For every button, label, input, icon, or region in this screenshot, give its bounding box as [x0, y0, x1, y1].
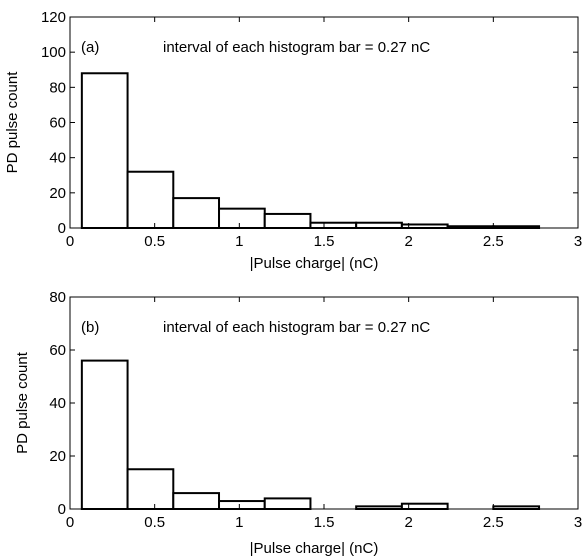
x-tick-label: 1	[235, 514, 243, 531]
histogram-bar	[400, 502, 449, 511]
bin-interval-annotation: interval of each histogram bar = 0.27 nC	[163, 39, 430, 56]
x-tick-label: 1.5	[314, 233, 335, 250]
y-tick-label: 60	[49, 342, 66, 359]
x-tick-label: 2	[404, 233, 412, 250]
histogram-bar	[172, 492, 221, 511]
y-tick-label: 40	[49, 150, 66, 167]
histogram-bar	[263, 497, 312, 510]
y-tick-label: 80	[49, 79, 66, 96]
y-tick-label: 20	[49, 185, 66, 202]
bin-interval-annotation: interval of each histogram bar = 0.27 nC	[163, 319, 430, 336]
y-tick-label: 0	[58, 220, 66, 237]
x-tick-label: 2.5	[483, 233, 504, 250]
histogram-bar	[355, 505, 403, 511]
histogram-bar	[80, 72, 129, 230]
histogram-bar	[355, 221, 403, 230]
panel-label: (b)	[81, 319, 99, 336]
x-tick-label: 2.5	[483, 514, 504, 531]
histogram-bar	[126, 170, 175, 230]
histogram-bar	[172, 197, 221, 230]
x-tick-label: 2	[404, 514, 412, 531]
y-tick-label: 40	[49, 395, 66, 412]
x-tick-label: 0	[66, 233, 74, 250]
y-axis-label: PD pulse count	[14, 351, 31, 454]
panel-b: 0 0.5 1 1.5 2 2.5 3 0 20 40 60 80 |Pulse charge| (nC…	[14, 289, 582, 557]
x-tick-label: 1.5	[314, 514, 335, 531]
y-tick-label: 100	[41, 44, 66, 61]
y-tick-label: 120	[41, 9, 66, 26]
panel-label: (a)	[81, 39, 99, 56]
x-axis-label: |Pulse charge| (nC)	[250, 540, 379, 557]
x-tick-label: 1	[235, 233, 243, 250]
x-tick-label: 0	[66, 514, 74, 531]
histogram-bar	[218, 207, 266, 230]
histogram-bar	[126, 468, 175, 510]
histogram-bar	[263, 212, 312, 230]
y-axis-label: PD pulse count	[4, 71, 21, 174]
x-tick-label: 3	[574, 233, 582, 250]
y-tick-label: 20	[49, 448, 66, 465]
x-axis-label: |Pulse charge| (nC)	[250, 255, 379, 272]
histogram-bar	[492, 225, 541, 230]
panel-a: 0 0.5 1 1.5 2 2.5 3 0 20 40 60 80 100 120 |Pulse charg…	[4, 9, 582, 272]
histogram-bar	[80, 359, 129, 510]
histogram-bar	[492, 505, 541, 511]
y-tick-label: 0	[58, 501, 66, 518]
x-tick-label: 0.5	[144, 233, 165, 250]
histogram-bar	[309, 221, 358, 230]
x-tick-label: 3	[574, 514, 582, 531]
y-tick-label: 80	[49, 289, 66, 306]
y-tick-label: 60	[49, 115, 66, 132]
histogram-bar	[446, 225, 495, 230]
histogram-bar	[218, 500, 266, 510]
x-tick-label: 0.5	[144, 514, 165, 531]
